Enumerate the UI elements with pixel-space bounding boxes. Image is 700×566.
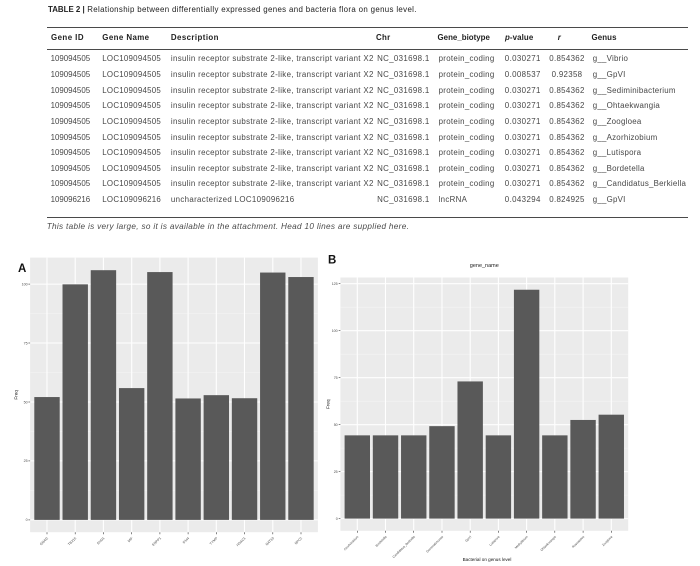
svg-text:75: 75 — [334, 376, 338, 380]
svg-text:Bordetella: Bordetella — [375, 535, 388, 548]
svg-text:MIF: MIF — [127, 536, 134, 543]
svg-text:25: 25 — [334, 470, 338, 474]
svg-text:100: 100 — [332, 329, 338, 333]
svg-text:ENPP1: ENPP1 — [151, 536, 162, 547]
svg-text:TBX15: TBX15 — [67, 536, 77, 546]
svg-text:0: 0 — [26, 518, 28, 522]
svg-text:B: B — [328, 255, 336, 267]
svg-text:A: A — [18, 263, 26, 275]
svg-text:EHD1: EHD1 — [96, 536, 105, 545]
svg-text:HDAC1: HDAC1 — [236, 536, 247, 547]
svg-text:Bacterial on genus level: Bacterial on genus level — [463, 557, 512, 562]
svg-text:50: 50 — [24, 400, 28, 404]
svg-text:100: 100 — [22, 282, 28, 286]
svg-text:Zoogloea: Zoogloea — [601, 535, 613, 547]
svg-text:Ohtaekwangia: Ohtaekwangia — [540, 535, 557, 552]
svg-text:TYMP: TYMP — [209, 536, 219, 546]
svg-text:Azorhizobium: Azorhizobium — [343, 535, 360, 552]
svg-text:Methylibium: Methylibium — [514, 535, 529, 550]
svg-text:NAT10: NAT10 — [265, 536, 275, 546]
svg-text:75: 75 — [24, 341, 28, 345]
svg-text:0: 0 — [336, 517, 338, 521]
svg-text:gene_name: gene_name — [470, 263, 499, 269]
svg-text:GNAI2: GNAI2 — [39, 536, 49, 546]
svg-text:50: 50 — [334, 423, 338, 427]
svg-text:Gemmatimonas: Gemmatimonas — [425, 535, 444, 554]
svg-text:GpVI: GpVI — [464, 535, 472, 543]
svg-text:Freq: Freq — [14, 390, 19, 400]
svg-text:Roseateles: Roseateles — [571, 535, 585, 549]
svg-text:125: 125 — [332, 282, 338, 286]
svg-text:Lutispora: Lutispora — [488, 535, 500, 547]
svg-text:IFI44: IFI44 — [182, 536, 190, 544]
svg-text:Candidatus_Berkiella: Candidatus_Berkiella — [392, 535, 416, 559]
svg-text:NPC2: NPC2 — [294, 536, 303, 545]
svg-text:25: 25 — [24, 459, 28, 463]
svg-text:Freq: Freq — [326, 399, 331, 409]
